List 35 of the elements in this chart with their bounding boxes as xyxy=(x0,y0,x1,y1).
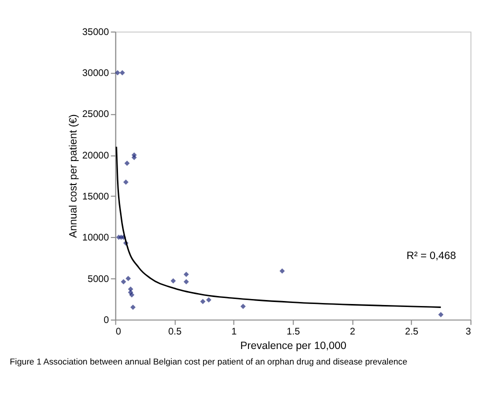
x-tick-label: 3 xyxy=(466,326,471,338)
point xyxy=(184,272,189,277)
x-tick-label: 2.5 xyxy=(405,326,418,338)
y-tick-label: 20000 xyxy=(82,150,109,162)
point xyxy=(280,268,285,274)
x-tick-label: 2 xyxy=(350,326,356,338)
y-tick-label: 0 xyxy=(104,314,109,326)
point xyxy=(200,298,206,304)
x-tick-label: 1.5 xyxy=(286,326,300,338)
x-tick-label: 1 xyxy=(231,326,237,338)
point xyxy=(170,278,176,284)
y-tick-label: 30000 xyxy=(82,68,109,80)
point xyxy=(130,304,136,310)
y-tick-label: 15000 xyxy=(82,192,109,203)
point xyxy=(438,312,444,318)
point xyxy=(124,160,130,166)
y-tick-label: 10000 xyxy=(82,232,109,244)
y-tick-label: 25000 xyxy=(82,109,109,120)
point xyxy=(240,304,246,310)
point xyxy=(123,180,128,185)
point xyxy=(126,276,131,282)
y-tick-label: 5000 xyxy=(88,274,109,285)
x-axis-title: Prevalence per 10,000 xyxy=(240,340,346,352)
x-tick-label: 0 xyxy=(116,326,122,338)
y-axis-title: Annual cost per patient (€) xyxy=(68,114,80,238)
point xyxy=(120,279,126,284)
caption: Figure 1 Association between annual Belgian cost per patient of an orphan drug and disease prevalence xyxy=(10,356,408,367)
point xyxy=(120,70,125,76)
point xyxy=(129,292,134,298)
point xyxy=(184,279,189,284)
annotation: R² = 0,468 xyxy=(406,250,456,262)
y-tick-label: 35000 xyxy=(82,26,109,38)
point xyxy=(206,297,212,302)
point xyxy=(132,154,137,160)
x-tick-label: 0.5 xyxy=(168,326,182,338)
